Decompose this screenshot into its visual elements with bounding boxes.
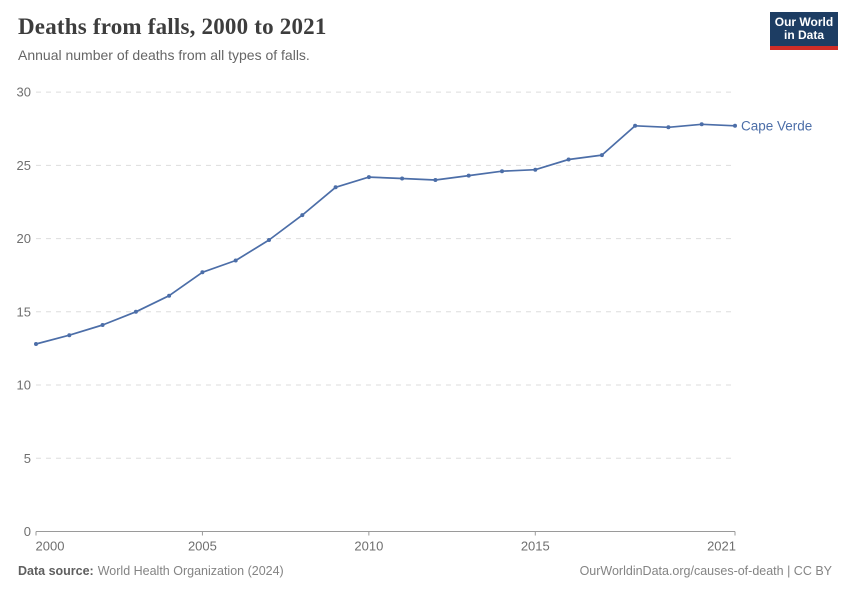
data-point[interactable] xyxy=(34,342,38,346)
data-point[interactable] xyxy=(200,270,205,275)
data-point[interactable] xyxy=(533,167,538,172)
chart-footer: Data source: World Health Organization (2… xyxy=(18,564,832,578)
page-title: Deaths from falls, 2000 to 2021 xyxy=(18,14,327,39)
data-point[interactable] xyxy=(666,125,671,130)
series-cape-verde: Cape Verde xyxy=(34,118,812,346)
data-line[interactable] xyxy=(35,123,736,345)
data-point[interactable] xyxy=(433,178,438,182)
data-point[interactable] xyxy=(500,169,504,174)
y-gridlines xyxy=(36,91,735,532)
data-point[interactable] xyxy=(400,176,405,181)
data-point[interactable] xyxy=(733,123,737,128)
data-source-value: World Health Organization (2024) xyxy=(97,564,284,578)
chart-subtitle: Annual number of deaths from all types o… xyxy=(18,47,310,63)
y-tick-label: 20 xyxy=(17,231,31,246)
data-point[interactable] xyxy=(366,175,371,180)
data-point[interactable] xyxy=(599,153,604,158)
data-point[interactable] xyxy=(100,323,105,327)
owid-logo-line1: Our World xyxy=(774,15,834,29)
chart-titles: Deaths from falls, 2000 to 2021 Annual n… xyxy=(18,14,327,63)
x-axis: 2000 2005 2010 2015 2021 xyxy=(35,531,736,554)
x-tick-label: 2010 xyxy=(354,539,383,554)
data-point[interactable] xyxy=(233,258,238,263)
data-point[interactable] xyxy=(333,185,338,190)
x-tick-label: 2021 xyxy=(707,539,736,554)
data-point[interactable] xyxy=(133,309,138,314)
series-label[interactable]: Cape Verde xyxy=(741,118,812,133)
y-axis-labels: 0 5 10 15 20 25 30 xyxy=(17,85,31,539)
credit-link[interactable]: OurWorldinData.org/causes-of-death | CC … xyxy=(579,564,832,578)
y-tick-label: 0 xyxy=(24,524,31,539)
x-tick-label: 2015 xyxy=(521,539,550,554)
y-tick-label: 10 xyxy=(17,378,31,393)
data-source: Data source: World Health Organization (2… xyxy=(18,564,284,578)
owid-logo-line2: in Data xyxy=(783,28,824,42)
owid-logo: Our World in Data xyxy=(770,12,838,50)
y-tick-label: 30 xyxy=(17,85,31,100)
data-point[interactable] xyxy=(67,333,72,338)
data-point[interactable] xyxy=(633,123,638,128)
x-tick-label: 2000 xyxy=(36,539,65,554)
chart-header: Deaths from falls, 2000 to 2021 Annual n… xyxy=(0,0,850,80)
y-tick-label: 25 xyxy=(17,158,31,173)
line-chart[interactable]: 0 5 10 15 20 25 30 2000 2005 2010 2015 2021 Cape Ver… xyxy=(0,80,850,560)
y-tick-label: 5 xyxy=(24,451,31,466)
data-point[interactable] xyxy=(566,157,571,162)
data-point[interactable] xyxy=(466,173,471,178)
y-tick-label: 15 xyxy=(17,304,31,319)
data-point[interactable] xyxy=(300,213,305,218)
data-point[interactable] xyxy=(699,122,704,127)
x-tick-label: 2005 xyxy=(188,539,217,554)
data-source-label: Data source: xyxy=(18,564,94,578)
data-point[interactable] xyxy=(167,293,172,298)
data-point[interactable] xyxy=(267,238,271,242)
